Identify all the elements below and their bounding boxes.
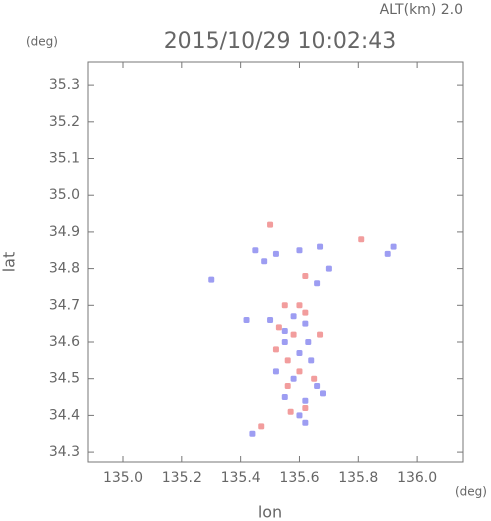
x-tick-label: 135.6 bbox=[279, 470, 319, 486]
echo-patch bbox=[302, 419, 309, 426]
echo-patch bbox=[290, 375, 297, 382]
echo-patch bbox=[261, 258, 268, 265]
y-tick-label: 34.5 bbox=[49, 371, 80, 387]
echo-patch bbox=[296, 412, 303, 419]
echo-patch bbox=[272, 250, 279, 257]
echo-patch bbox=[302, 397, 309, 404]
echo-patch bbox=[284, 357, 291, 364]
echo-patch bbox=[272, 368, 279, 375]
echo-patch bbox=[287, 408, 294, 415]
echo-patch bbox=[308, 357, 315, 364]
y-tick-label: 34.7 bbox=[49, 297, 80, 313]
y-tick-label: 34.4 bbox=[49, 407, 80, 423]
echo-patch bbox=[290, 331, 297, 338]
echo-patch bbox=[390, 243, 397, 250]
echo-patch bbox=[208, 276, 215, 283]
echo-patch bbox=[281, 302, 288, 309]
echo-patch bbox=[317, 243, 324, 250]
echo-patch bbox=[311, 375, 318, 382]
y-tick-label: 34.6 bbox=[49, 334, 80, 350]
echo-patch bbox=[249, 430, 256, 437]
x-tick-label: 135.0 bbox=[103, 470, 143, 486]
x-tick-label: 136.0 bbox=[397, 470, 437, 486]
echo-patch bbox=[384, 250, 391, 257]
y-tick-label: 35.2 bbox=[49, 114, 80, 130]
echo-patch bbox=[275, 324, 282, 331]
chart-title: 2015/10/29 10:02:43 bbox=[164, 29, 397, 54]
echo-patch bbox=[284, 383, 291, 390]
echo-patch bbox=[252, 247, 259, 254]
echo-patch bbox=[302, 309, 309, 316]
plot-frame bbox=[87, 61, 464, 463]
echo-patch bbox=[267, 316, 274, 323]
echo-patch bbox=[325, 265, 332, 272]
echo-patch bbox=[314, 280, 321, 287]
x-unit: (deg) bbox=[455, 485, 487, 499]
y-tick-label: 35.3 bbox=[49, 77, 80, 93]
y-tick-label: 35.1 bbox=[49, 151, 80, 167]
y-tick-label: 34.8 bbox=[49, 261, 80, 277]
echo-patch bbox=[358, 236, 365, 243]
y-tick-label: 35.0 bbox=[49, 187, 80, 203]
echo-patch bbox=[314, 383, 321, 390]
x-tick-label: 135.8 bbox=[338, 470, 378, 486]
echo-patch bbox=[305, 339, 312, 345]
echo-patch bbox=[281, 339, 288, 345]
x-axis-label: lon bbox=[258, 503, 282, 521]
echo-patch bbox=[272, 346, 279, 353]
echo-patch bbox=[296, 302, 303, 309]
echo-patch bbox=[281, 327, 288, 334]
altitude-label: ALT(km) 2.0 bbox=[380, 2, 463, 18]
y-tick-label: 34.9 bbox=[49, 224, 80, 240]
echo-patch bbox=[281, 394, 288, 401]
echo-patch bbox=[258, 423, 265, 430]
echo-patch bbox=[296, 247, 303, 254]
echo-patch bbox=[302, 272, 309, 279]
x-tick-label: 135.2 bbox=[162, 470, 202, 486]
y-axis-label: lat bbox=[0, 252, 19, 273]
echo-patch bbox=[320, 390, 326, 397]
echo-patch bbox=[296, 350, 303, 357]
echo-patch bbox=[302, 320, 309, 327]
y-tick-label: 34.3 bbox=[49, 444, 80, 460]
echo-patch bbox=[290, 313, 297, 320]
echo-patch bbox=[317, 331, 324, 338]
echo-patch bbox=[267, 221, 274, 228]
echo-patch bbox=[296, 368, 303, 375]
echo-patch bbox=[302, 405, 309, 412]
echo-patch bbox=[243, 316, 250, 323]
y-unit: (deg) bbox=[26, 35, 58, 49]
x-tick-label: 135.4 bbox=[221, 470, 261, 486]
